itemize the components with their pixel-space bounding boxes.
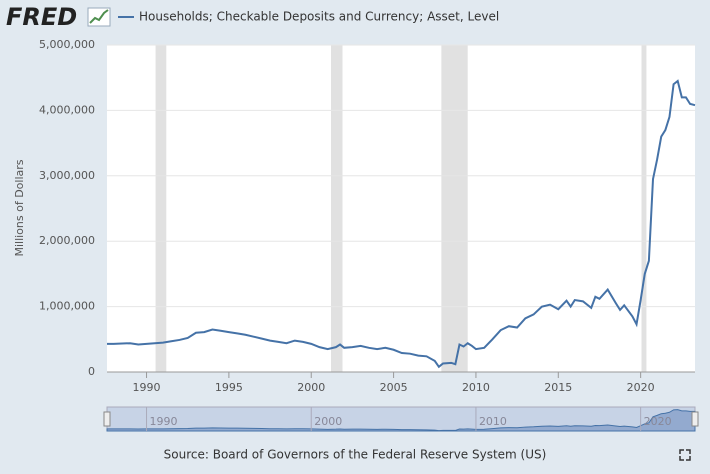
y-axis-label: Millions of Dollars (13, 159, 26, 256)
recession-band (331, 45, 343, 372)
recession-band (441, 45, 468, 372)
plot-area (107, 45, 695, 372)
navigator-tick-label: 2000 (314, 415, 342, 428)
x-tick-label: 2000 (297, 381, 325, 394)
navigator-tick-label: 1990 (150, 415, 178, 428)
x-tick-label: 1995 (215, 381, 243, 394)
y-tick-label: 1,000,000 (39, 300, 95, 313)
navigator-tick-label: 2010 (479, 415, 507, 428)
y-tick-label: 5,000,000 (39, 38, 95, 51)
x-tick-label: 2005 (380, 381, 408, 394)
navigator-area (106, 409, 696, 432)
source: Source: Board of Governors of the Federa… (164, 448, 547, 462)
logo-icon (87, 7, 111, 27)
y-tick-label: 2,000,000 (39, 234, 95, 247)
navigator-tick-label: 2020 (644, 415, 672, 428)
y-tick-label: 4,000,000 (39, 103, 95, 116)
navigator-handle[interactable] (103, 411, 111, 427)
fullscreen-icon[interactable] (679, 449, 691, 461)
x-tick-label: 2015 (544, 381, 572, 394)
recession-band (155, 45, 167, 372)
y-tick-label: 3,000,000 (39, 169, 95, 182)
x-tick-label: 2020 (627, 381, 655, 394)
legend-label: Households; Checkable Deposits and Curre… (139, 10, 499, 24)
data-line (107, 79, 696, 369)
x-tick-label: 1990 (133, 381, 161, 394)
logo: FRED (6, 3, 77, 31)
x-tick-label: 2010 (462, 381, 490, 394)
navigator-handle[interactable] (691, 411, 699, 427)
recession-band (641, 45, 647, 372)
y-tick-label: 0 (88, 365, 95, 378)
